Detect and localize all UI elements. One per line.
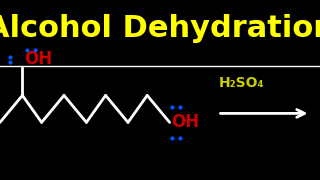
- Text: OH: OH: [24, 50, 52, 68]
- Text: Alcohol Dehydration: Alcohol Dehydration: [0, 14, 320, 43]
- Text: OH: OH: [171, 113, 199, 131]
- Text: H₂SO₄: H₂SO₄: [219, 76, 264, 90]
